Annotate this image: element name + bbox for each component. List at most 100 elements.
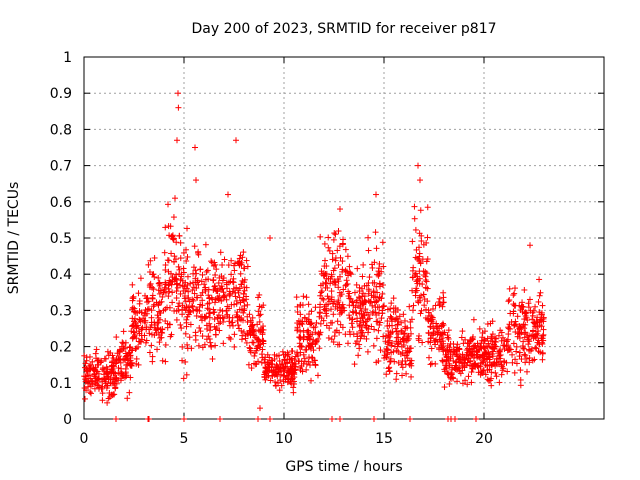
data-point: [429, 314, 436, 321]
data-point: [505, 331, 512, 338]
data-point: [246, 344, 253, 351]
data-point: [204, 267, 211, 274]
data-point: [498, 362, 505, 369]
data-point: [403, 370, 410, 377]
data-point: [240, 329, 247, 336]
data-point: [463, 347, 470, 354]
data-point: [439, 343, 446, 350]
peak-point: [417, 177, 423, 184]
data-point: [382, 332, 389, 339]
data-point: [346, 302, 353, 309]
data-point: [404, 337, 411, 344]
data-point: [341, 307, 348, 314]
data-point: [515, 330, 522, 337]
data-point: [203, 268, 210, 275]
data-point: [207, 339, 214, 346]
data-point: [328, 336, 335, 343]
data-point: [165, 201, 172, 208]
data-point: [239, 317, 246, 324]
data-point: [115, 377, 122, 384]
data-point: [95, 361, 102, 368]
data-point: [359, 293, 366, 300]
data-point: [226, 322, 233, 329]
data-point: [371, 326, 378, 333]
data-point: [360, 299, 367, 306]
data-point: [313, 338, 320, 345]
data-point: [379, 290, 386, 297]
data-point: [220, 275, 227, 282]
data-point: [499, 334, 506, 341]
data-point: [162, 306, 169, 313]
data-point: [179, 302, 186, 309]
data-point: [246, 311, 253, 318]
data-point: [380, 263, 387, 270]
data-point: [185, 288, 192, 295]
data-point: [488, 334, 495, 341]
data-point: [212, 282, 219, 289]
data-point: [218, 297, 225, 304]
data-point: [370, 342, 377, 349]
data-point: [173, 316, 180, 323]
data-point: [190, 297, 197, 304]
data-point: [328, 271, 335, 278]
data-point: [180, 288, 187, 295]
data-point: [325, 234, 332, 241]
data-point: [156, 290, 163, 297]
data-point: [197, 266, 204, 273]
data-point: [354, 315, 361, 322]
data-point: [522, 309, 529, 316]
data-point: [330, 311, 337, 318]
data-point: [317, 282, 324, 289]
data-point: [460, 340, 467, 347]
data-point: [184, 273, 191, 280]
data-point: [129, 347, 136, 354]
data-point: [339, 324, 346, 331]
data-point: [517, 307, 524, 314]
data-point: [459, 328, 466, 335]
data-point: [145, 305, 152, 312]
data-point: [338, 291, 345, 298]
data-point: [141, 332, 148, 339]
data-point: [182, 246, 189, 253]
data-point: [404, 334, 411, 341]
data-point: [236, 325, 243, 332]
data-point: [493, 373, 500, 380]
data-point: [104, 399, 111, 406]
zero-point: [407, 416, 413, 422]
data-point: [480, 337, 487, 344]
data-point: [513, 343, 520, 350]
data-point: [427, 361, 434, 368]
data-point: [201, 341, 208, 348]
data-point: [359, 329, 366, 336]
data-point: [500, 358, 507, 365]
data-point: [259, 346, 266, 353]
data-point: [131, 308, 138, 315]
data-point: [417, 292, 424, 299]
data-point: [412, 292, 419, 299]
data-point: [509, 351, 516, 358]
data-point: [148, 307, 155, 314]
data-point: [211, 309, 218, 316]
data-point: [192, 267, 199, 274]
data-point: [305, 301, 312, 308]
data-point: [444, 332, 451, 339]
data-point: [309, 355, 316, 362]
data-point: [322, 279, 329, 286]
data-point: [229, 278, 236, 285]
data-point: [147, 257, 154, 264]
data-point: [427, 339, 434, 346]
data-point: [536, 292, 543, 299]
data-point: [282, 376, 289, 383]
data-point: [308, 308, 315, 315]
data-point: [498, 371, 505, 378]
data-point: [349, 308, 356, 315]
data-point: [212, 271, 219, 278]
data-point: [262, 354, 269, 361]
data-point: [260, 326, 267, 333]
data-point: [193, 312, 200, 319]
data-point: [220, 318, 227, 325]
peak-point: [192, 144, 198, 151]
data-point: [317, 301, 324, 308]
data-point: [383, 371, 390, 378]
data-point: [474, 353, 481, 360]
